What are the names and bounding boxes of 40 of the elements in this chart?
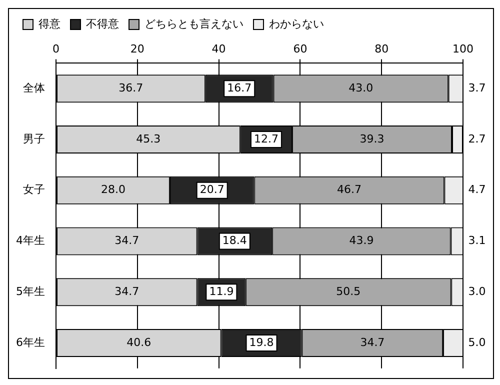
y-tick-label: 6年生	[16, 336, 45, 349]
data-label: 43.0	[348, 81, 374, 94]
y-tick-label: 5年生	[16, 284, 45, 298]
data-label: 36.7	[118, 81, 144, 94]
x-tick-label: 40	[212, 42, 226, 56]
y-tick-label: 全体	[23, 81, 45, 94]
data-label: 5.0	[468, 336, 486, 349]
data-label: 16.7	[227, 81, 252, 94]
data-label: 2.7	[468, 132, 486, 146]
y-tick-label: 女子	[23, 183, 45, 196]
data-label: 34.7	[360, 336, 385, 349]
data-label: 39.3	[360, 132, 384, 146]
data-label: 34.7	[114, 234, 140, 248]
x-tick-label: 60	[293, 42, 308, 56]
legend-label: どちらとも言えない	[144, 17, 244, 30]
y-tick-label: 4年生	[16, 234, 45, 248]
data-label: 43.9	[349, 234, 374, 248]
x-tick-label: 100	[452, 42, 474, 56]
x-tick-label: 20	[130, 42, 144, 56]
data-label: 12.7	[254, 132, 278, 146]
data-label: 45.3	[136, 132, 161, 146]
data-label: 50.5	[336, 284, 361, 298]
legend-label: わからない	[269, 17, 324, 30]
data-label: 28.0	[100, 183, 126, 196]
x-tick-label: 80	[374, 42, 389, 56]
legend-label: 得意	[38, 17, 60, 30]
data-label: 20.7	[200, 183, 224, 196]
data-label: 3.0	[468, 284, 486, 298]
data-label: 40.6	[126, 336, 152, 349]
data-label: 11.9	[209, 284, 234, 298]
data-label: 18.4	[222, 234, 247, 248]
x-tick-label: 0	[52, 42, 60, 56]
legend-label: 不得意	[86, 17, 119, 30]
data-label: 46.7	[336, 183, 362, 196]
data-label: 3.1	[468, 234, 486, 248]
data-label: 19.8	[249, 336, 274, 349]
data-label: 34.7	[114, 284, 140, 298]
data-label: 3.7	[468, 81, 486, 94]
data-label: 4.7	[468, 183, 486, 196]
y-tick-label: 男子	[23, 132, 45, 146]
